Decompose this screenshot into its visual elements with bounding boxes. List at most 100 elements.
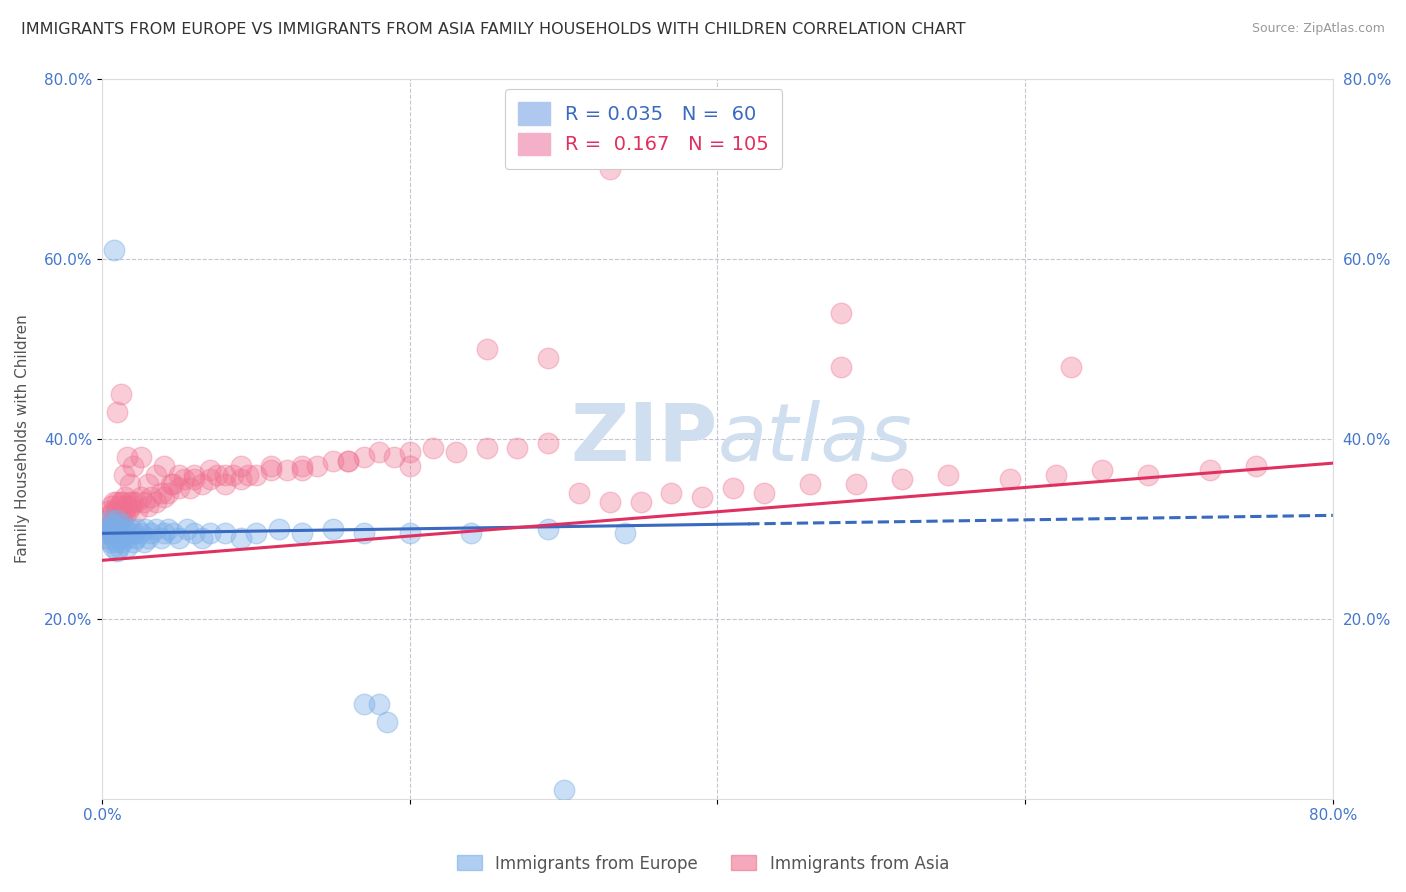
Point (114, 522, 136, 536)
Point (322, 454, 344, 468)
Point (291, 458, 314, 473)
Point (267, 522, 290, 536)
Point (108, 517, 131, 532)
Point (214, 526, 236, 541)
Point (120, 522, 142, 536)
Point (152, 491, 174, 505)
Point (129, 491, 152, 505)
Point (245, 467, 267, 482)
Point (98, 535, 121, 549)
Point (721, 481, 744, 495)
Point (111, 513, 134, 527)
Point (198, 526, 221, 541)
Point (1091, 463, 1114, 477)
Point (891, 472, 914, 486)
Point (207, 467, 229, 482)
Point (659, 486, 682, 500)
Point (614, 526, 637, 541)
Point (97, 522, 120, 536)
Point (101, 540, 124, 554)
Point (104, 504, 127, 518)
Point (222, 467, 245, 482)
Point (936, 467, 959, 482)
Point (118, 526, 141, 541)
Point (475, 441, 498, 455)
Point (752, 486, 775, 500)
Point (103, 517, 125, 532)
Point (157, 522, 180, 536)
Point (122, 495, 145, 509)
Point (115, 500, 138, 514)
Point (799, 476, 821, 491)
Point (214, 476, 236, 491)
Point (291, 463, 314, 477)
Point (107, 544, 129, 558)
Point (229, 531, 252, 545)
Text: ZIP: ZIP (571, 400, 717, 478)
Point (103, 495, 125, 509)
Point (114, 508, 136, 523)
Point (129, 526, 152, 541)
Point (183, 472, 205, 486)
Text: Source: ZipAtlas.com: Source: ZipAtlas.com (1251, 22, 1385, 36)
Point (141, 526, 163, 541)
Point (111, 535, 134, 549)
Point (103, 526, 125, 541)
Point (198, 472, 221, 486)
Point (101, 522, 124, 536)
Point (149, 531, 172, 545)
Point (132, 495, 155, 509)
Point (96, 531, 118, 545)
Point (103, 531, 125, 545)
Point (157, 486, 180, 500)
Point (553, 782, 575, 797)
Y-axis label: Family Households with Children: Family Households with Children (15, 315, 30, 563)
Point (162, 526, 184, 541)
Point (98, 513, 121, 527)
Point (398, 458, 420, 473)
Point (353, 698, 375, 712)
Point (107, 405, 129, 419)
Point (384, 450, 406, 464)
Point (96, 513, 118, 527)
Point (104, 522, 127, 536)
Point (307, 458, 329, 473)
Point (103, 243, 125, 257)
Point (110, 526, 132, 541)
Text: atlas: atlas (717, 400, 912, 478)
Point (291, 526, 314, 541)
Text: IMMIGRANTS FROM EUROPE VS IMMIGRANTS FROM ASIA FAMILY HOUSEHOLDS WITH CHILDREN C: IMMIGRANTS FROM EUROPE VS IMMIGRANTS FRO… (21, 22, 966, 37)
Point (830, 306, 852, 320)
Point (422, 441, 444, 455)
Point (198, 463, 221, 477)
Point (368, 445, 391, 459)
Point (1244, 458, 1267, 473)
Point (97, 522, 120, 536)
Point (115, 450, 138, 464)
Point (122, 458, 145, 473)
Point (114, 491, 136, 505)
Point (101, 504, 124, 518)
Point (107, 495, 129, 509)
Point (108, 522, 131, 536)
Point (229, 458, 252, 473)
Point (145, 522, 167, 536)
Point (125, 531, 148, 545)
Point (129, 450, 152, 464)
Point (599, 495, 621, 509)
Legend: R = 0.035   N =  60, R =  0.167   N = 105: R = 0.035 N = 60, R = 0.167 N = 105 (505, 88, 782, 169)
Point (110, 531, 132, 545)
Point (375, 715, 398, 730)
Point (149, 486, 172, 500)
Point (127, 504, 149, 518)
Point (107, 526, 129, 541)
Point (690, 491, 713, 505)
Point (191, 531, 214, 545)
Point (98, 508, 121, 523)
Point (132, 535, 155, 549)
Point (110, 508, 132, 523)
Point (998, 472, 1021, 486)
Point (145, 495, 167, 509)
Point (112, 531, 135, 545)
Point (368, 698, 391, 712)
